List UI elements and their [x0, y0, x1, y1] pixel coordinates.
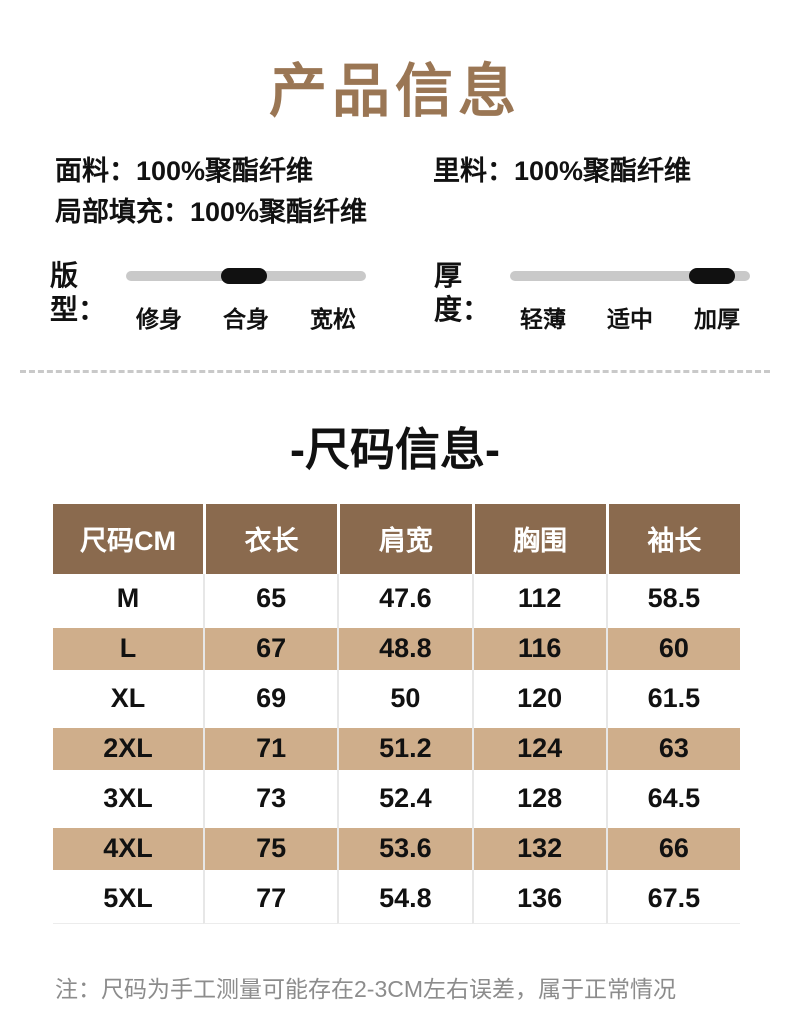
fabric-value: 100%聚酯纤维: [136, 155, 314, 186]
filling-value: 100%聚酯纤维: [190, 196, 368, 227]
cell-shoulder: 50: [337, 673, 472, 724]
cell-bust: 124: [471, 723, 606, 774]
filling-spec: 局部填充：100%聚酯纤维: [55, 192, 367, 233]
thickness-option-thick: 加厚: [694, 305, 740, 332]
info-row-2: 局部填充：100%聚酯纤维: [55, 192, 750, 233]
cell-shoulder: 47.6: [337, 573, 472, 624]
fit-slider-label: 版型：: [50, 259, 107, 325]
lining-value: 100%聚酯纤维: [514, 155, 692, 186]
fabric-spec: 面料：100%聚酯纤维: [55, 151, 433, 192]
page-title: 产品信息: [268, 59, 521, 124]
measurement-note: 注：尺码为手工测量可能存在2-3CM左右误差，属于正常情况: [55, 975, 677, 1002]
fit-slider-indicator: [220, 267, 267, 284]
cell-shoulder: 54.8: [337, 873, 472, 924]
fit-option-regular: 合身: [223, 305, 269, 332]
cell-size: XL: [53, 673, 203, 724]
fit-slider-options: 修身 合身 宽松: [126, 300, 366, 334]
attribute-sliders: 版型： 修身 合身 宽松 厚度： 轻薄 适中 加厚: [50, 259, 790, 334]
fabric-label: 面料：: [55, 155, 136, 186]
cell-length: 77: [203, 873, 338, 924]
table-row: 5XL 77 54.8 136 67.5: [53, 873, 740, 924]
size-section-title: -尺码信息-: [290, 423, 500, 475]
table-row: 2XL 71 51.2 124 63: [53, 723, 740, 774]
table-row: XL 69 50 120 61.5: [53, 673, 740, 724]
header-length: 衣长: [203, 503, 338, 574]
fit-slider-group: 版型： 修身 合身 宽松: [50, 259, 366, 334]
cell-length: 65: [203, 573, 338, 624]
lining-spec: 里料：100%聚酯纤维: [433, 151, 691, 192]
table-row: 3XL 73 52.4 128 64.5: [53, 773, 740, 824]
lining-label: 里料：: [433, 155, 514, 186]
thickness-slider-track: [510, 267, 750, 284]
fit-option-slim: 修身: [136, 305, 182, 332]
header-size: 尺码CM: [53, 503, 203, 574]
cell-length: 75: [203, 823, 338, 874]
cell-bust: 120: [471, 673, 606, 724]
cell-bust: 112: [471, 573, 606, 624]
cell-sleeve: 63: [605, 723, 740, 774]
thickness-slider-options: 轻薄 适中 加厚: [510, 300, 750, 334]
table-row: M 65 47.6 112 58.5: [53, 573, 740, 624]
thickness-slider-label: 厚度：: [434, 259, 491, 325]
table-row: L 67 48.8 116 60: [53, 623, 740, 674]
fit-option-loose: 宽松: [310, 305, 356, 332]
cell-size: L: [53, 623, 203, 674]
cell-sleeve: 67.5: [605, 873, 740, 924]
header-sleeve: 袖长: [605, 503, 740, 574]
cell-shoulder: 51.2: [337, 723, 472, 774]
cell-size: M: [53, 573, 203, 624]
cell-size: 4XL: [53, 823, 203, 874]
header-shoulder: 肩宽: [337, 503, 472, 574]
thickness-slider-group: 厚度： 轻薄 适中 加厚: [434, 259, 750, 334]
size-table-header-row: 尺码CM 衣长 肩宽 胸围 袖长: [53, 503, 740, 574]
product-info-section: 面料：100%聚酯纤维 里料：100%聚酯纤维 局部填充：100%聚酯纤维: [55, 151, 750, 233]
cell-size: 5XL: [53, 873, 203, 924]
dashed-divider: [20, 369, 770, 373]
thickness-option-medium: 适中: [607, 305, 653, 332]
thickness-slider-indicator: [688, 267, 735, 284]
cell-length: 69: [203, 673, 338, 724]
cell-sleeve: 66: [605, 823, 740, 874]
info-row-1: 面料：100%聚酯纤维 里料：100%聚酯纤维: [55, 151, 750, 192]
filling-label: 局部填充：: [55, 196, 190, 227]
cell-sleeve: 61.5: [605, 673, 740, 724]
thickness-slider: 轻薄 适中 加厚: [510, 259, 750, 334]
cell-size: 2XL: [53, 723, 203, 774]
fit-slider-track: [126, 267, 366, 284]
cell-bust: 132: [471, 823, 606, 874]
cell-shoulder: 53.6: [337, 823, 472, 874]
cell-length: 71: [203, 723, 338, 774]
fit-slider: 修身 合身 宽松: [126, 259, 366, 334]
cell-length: 73: [203, 773, 338, 824]
cell-shoulder: 48.8: [337, 623, 472, 674]
cell-length: 67: [203, 623, 338, 674]
cell-sleeve: 64.5: [605, 773, 740, 824]
cell-sleeve: 58.5: [605, 573, 740, 624]
size-table: 尺码CM 衣长 肩宽 胸围 袖长 M 65 47.6 112 58.5 L 67…: [53, 503, 740, 924]
thickness-option-thin: 轻薄: [520, 305, 566, 332]
cell-sleeve: 60: [605, 623, 740, 674]
cell-size: 3XL: [53, 773, 203, 824]
header-bust: 胸围: [471, 503, 606, 574]
cell-shoulder: 52.4: [337, 773, 472, 824]
cell-bust: 136: [471, 873, 606, 924]
table-row: 4XL 75 53.6 132 66: [53, 823, 740, 874]
cell-bust: 116: [471, 623, 606, 674]
cell-bust: 128: [471, 773, 606, 824]
